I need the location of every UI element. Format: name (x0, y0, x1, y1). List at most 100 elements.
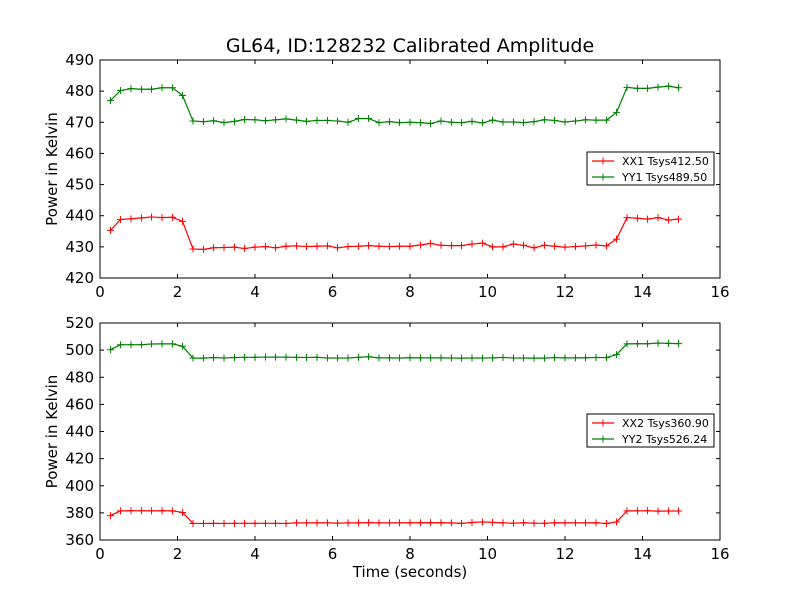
data-point-marker (613, 108, 621, 116)
data-point-marker (158, 507, 166, 515)
data-point-marker (313, 116, 321, 124)
data-point-marker (561, 354, 569, 362)
data-point-marker (199, 519, 207, 527)
data-point-marker (365, 519, 373, 527)
data-point-marker (416, 354, 424, 362)
data-point-marker (644, 507, 652, 515)
data-point-marker (375, 119, 383, 127)
y-tick-label: 380 (65, 504, 94, 522)
data-point-marker (303, 243, 311, 251)
data-point-marker (654, 507, 662, 515)
data-point-marker (427, 239, 435, 247)
data-point-marker (282, 353, 290, 361)
y-tick-label: 520 (65, 314, 94, 332)
y-tick-label: 490 (65, 51, 94, 69)
data-point-marker (478, 518, 486, 526)
x-tick-label: 16 (710, 545, 729, 563)
data-point-marker (168, 84, 176, 92)
data-point-marker (210, 354, 218, 362)
data-point-marker (664, 339, 672, 347)
data-point-marker (396, 354, 404, 362)
data-point-marker (530, 519, 538, 527)
data-point-marker (675, 340, 683, 348)
data-point-marker (303, 353, 311, 361)
data-point-marker (499, 353, 507, 361)
data-point-marker (406, 519, 414, 527)
legend-box (586, 413, 715, 448)
y-tick-label: 360 (65, 531, 94, 549)
legend-swatch-marker (599, 157, 607, 165)
y-axis-label: Power in Kelvin (43, 112, 61, 226)
y-tick-label: 460 (65, 395, 94, 413)
y-tick-label: 480 (65, 82, 94, 100)
data-point-marker (416, 519, 424, 527)
data-point-marker (127, 85, 135, 93)
x-tick-label: 8 (405, 283, 415, 301)
data-point-marker (478, 119, 486, 127)
data-point-marker (158, 84, 166, 92)
data-point-marker (220, 354, 228, 362)
y-tick-label: 440 (65, 423, 94, 441)
data-point-marker (644, 84, 652, 92)
y-tick-label: 470 (65, 113, 94, 131)
data-point-marker (148, 85, 156, 93)
data-point-marker (148, 213, 156, 221)
data-point-marker (334, 117, 342, 125)
data-point-marker (551, 242, 559, 250)
data-point-marker (117, 507, 125, 515)
data-point-marker (571, 243, 579, 251)
data-point-marker (468, 240, 476, 248)
data-point-marker (427, 354, 435, 362)
data-point-marker (230, 117, 238, 125)
data-point-marker (313, 242, 321, 250)
data-point-marker (251, 116, 259, 124)
data-point-marker (282, 115, 290, 123)
data-point-marker (189, 519, 197, 527)
data-point-marker (592, 241, 600, 249)
x-tick-label: 6 (328, 545, 338, 563)
data-point-marker (148, 507, 156, 515)
y-tick-label: 420 (65, 269, 94, 287)
data-point-marker (551, 519, 559, 527)
legend-swatch-marker (599, 419, 607, 427)
legend-swatch-marker (599, 435, 607, 443)
x-tick-label: 10 (478, 283, 497, 301)
x-tick-label: 0 (95, 283, 105, 301)
data-point-marker (633, 507, 641, 515)
data-point-marker (602, 116, 610, 124)
data-point-marker (675, 507, 683, 515)
y-tick-label: 400 (65, 477, 94, 495)
data-point-marker (220, 243, 228, 251)
data-point-marker (571, 354, 579, 362)
data-point-marker (664, 82, 672, 90)
data-point-marker (644, 340, 652, 348)
x-tick-label: 4 (250, 283, 260, 301)
data-point-marker (633, 84, 641, 92)
data-point-marker (520, 241, 528, 249)
legend-entry-label: YY1 Tsys489.50 (621, 171, 707, 184)
data-point-marker (406, 242, 414, 250)
data-point-marker (437, 241, 445, 249)
x-axis-label: Time (seconds) (352, 563, 468, 581)
data-point-marker (385, 519, 393, 527)
data-point-marker (241, 519, 249, 527)
data-point-marker (189, 245, 197, 253)
data-point-marker (592, 519, 600, 527)
data-point-marker (623, 507, 631, 515)
data-point-marker (334, 519, 342, 527)
data-point-marker (582, 116, 590, 124)
data-point-marker (654, 83, 662, 91)
data-point-marker (272, 353, 280, 361)
data-point-marker (520, 354, 528, 362)
data-point-marker (303, 117, 311, 125)
data-point-marker (158, 214, 166, 222)
data-point-marker (582, 519, 590, 527)
data-point-marker (602, 519, 610, 527)
data-point-marker (489, 243, 497, 251)
x-tick-label: 0 (95, 545, 105, 563)
data-point-marker (334, 354, 342, 362)
data-point-marker (106, 346, 114, 354)
data-point-marker (478, 354, 486, 362)
data-point-marker (282, 519, 290, 527)
